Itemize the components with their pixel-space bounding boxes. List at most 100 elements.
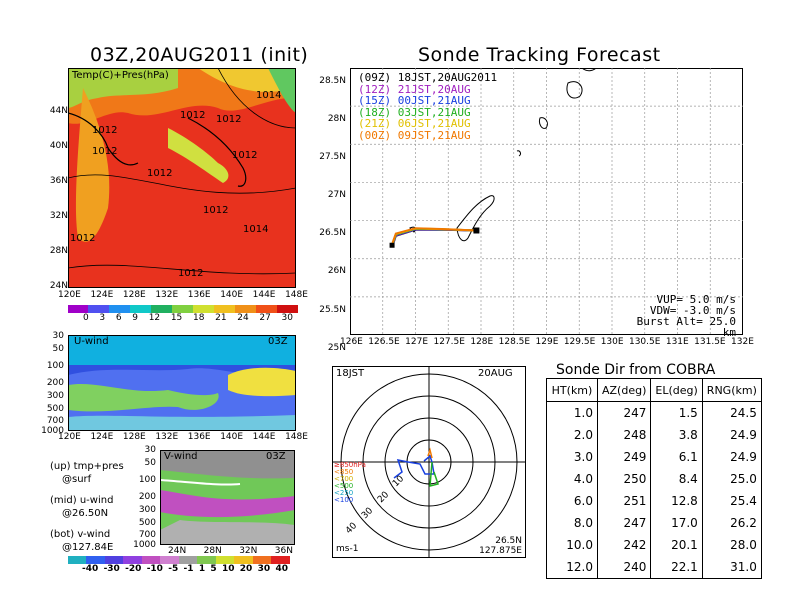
table-row: 10.0 242 20.1 28.0	[547, 534, 761, 556]
x-tick: 28N	[203, 546, 222, 556]
table-cell: 26.2	[701, 512, 761, 534]
lon-tick: 127E	[405, 337, 429, 347]
polar-lat: 26.5N	[495, 536, 522, 546]
x-tick: 140E	[220, 432, 244, 442]
lon-tick: 126E	[340, 337, 363, 347]
table-cell: 248	[596, 424, 651, 446]
cb-tick: 3	[99, 313, 106, 323]
u-wind-label: U-wind	[74, 336, 109, 347]
table-cell: 12.8	[650, 490, 703, 512]
column-header: HT(km)	[547, 379, 598, 402]
lon-tick: 130.5E	[628, 337, 661, 347]
table-row: 4.0 250 8.4 25.0	[547, 468, 761, 490]
table-row: 12.0 240 22.1 31.0	[547, 556, 761, 578]
y-tick: 1000	[133, 540, 156, 550]
track-series-line	[391, 227, 477, 244]
note-line: @127.84E	[62, 542, 114, 553]
y-tick: 200	[138, 492, 156, 502]
launch-legend-item: (15Z) 00JST,21AUG	[358, 94, 471, 107]
left-title: 03Z,20AUG2011 (init)	[90, 44, 309, 66]
isobar-label: 1012	[92, 146, 117, 157]
cb-tick: 12	[148, 313, 161, 323]
polar-time: 18JST	[336, 368, 365, 379]
sonde-table-title: Sonde Dir from COBRA	[556, 362, 716, 378]
launch-point-marker	[473, 227, 480, 234]
u-wind-panel	[68, 335, 296, 431]
y-tick: 700	[138, 530, 156, 540]
table-cell: 242	[596, 534, 651, 556]
y-tick: 100	[46, 361, 64, 371]
isobar-label: 1014	[256, 90, 281, 101]
v-wind-label: V-wind	[164, 451, 198, 462]
table-cell: 17.0	[650, 512, 703, 534]
sonde-table: HT(km) AZ(deg) EL(deg) RNG(km) 1.0 247 1.5…	[547, 379, 761, 578]
cb-tick: 40	[275, 564, 288, 574]
lat-tick: 36N	[49, 176, 68, 186]
x-tick: 124E	[90, 432, 114, 442]
isobar-label: 1012	[232, 150, 257, 161]
sonde-params: VUP= 5.0 m/s VDW= -3.0 m/s Burst Alt= 25…	[628, 294, 736, 338]
column-header: AZ(deg)	[596, 379, 651, 402]
lon-tick: 128E	[122, 290, 146, 300]
isobar-label: 1012	[70, 233, 95, 244]
table-row: 6.0 251 12.8 25.4	[547, 490, 761, 512]
y-tick: 1000	[41, 426, 64, 436]
lon-tick: 126.5E	[368, 337, 400, 347]
param-vdw: VDW= -3.0 m/s	[649, 304, 736, 317]
u-wind-y-axis: 30 50 100 200 300 500 700 1000	[38, 330, 64, 436]
track-lat-axis: 28.5N 28N 27.5N 27N 26.5N 26N 25.5N 25N	[316, 62, 346, 367]
table-cell: 31.0	[701, 556, 761, 578]
track-lon-axis: 126E 126.5E 127E 127.5E 128E 128.5E 129E…	[340, 337, 754, 347]
sonde-table-box: HT(km) AZ(deg) EL(deg) RNG(km) 1.0 247 1.5…	[546, 378, 762, 579]
isobar-label: 1012	[147, 168, 172, 179]
landing-point-marker	[389, 242, 395, 248]
isobar-label: 1012	[178, 268, 203, 279]
table-row: 2.0 248 3.8 24.9	[547, 424, 761, 446]
launch-legend-item: (12Z) 21JST,20AUG	[358, 82, 471, 96]
polar-location: 26.5N 127.875E	[466, 536, 522, 556]
track-map	[350, 68, 743, 335]
pressure-legend-item: <500	[334, 482, 354, 490]
isobar-label: 1012	[216, 114, 241, 125]
map-lat-axis: 44N 40N 36N 32N 28N 24N	[46, 94, 68, 304]
y-tick: 500	[138, 518, 156, 528]
polar-date: 20AUG	[478, 368, 513, 379]
lat-tick: 32N	[49, 211, 68, 221]
lat-tick: 26N	[327, 266, 346, 277]
x-tick: 120E	[58, 432, 81, 442]
table-cell: 1.5	[650, 401, 703, 424]
lat-tick: 28N	[327, 114, 346, 125]
cb-tick: -20	[125, 564, 142, 574]
launch-legend-item: (21Z) 06JST,21AUG	[358, 117, 471, 130]
isobar-label: 1012	[180, 110, 205, 121]
table-row: 3.0 249 6.1 24.9	[547, 446, 761, 468]
cb-tick: 18	[192, 313, 205, 323]
cb-tick: -5	[168, 564, 179, 574]
polar-plot: 10 20 30 40	[332, 366, 526, 558]
table-cell: 20.1	[650, 534, 703, 556]
lat-tick: 40N	[49, 141, 68, 151]
cb-tick: 30	[281, 313, 293, 323]
pressure-legend-item: <100	[334, 496, 354, 504]
x-tick: 32N	[239, 546, 258, 556]
table-cell: 251	[596, 490, 651, 512]
launch-legend-item: (18Z) 03JST,21AUG	[358, 105, 471, 119]
lon-tick: 129.5E	[563, 337, 596, 347]
y-tick: 50	[144, 458, 156, 468]
surface-temp-map: 1014 1012 1012 1012 1012 1012 1012 1012 …	[68, 68, 296, 288]
cb-tick: 10	[221, 564, 235, 574]
lat-tick: 28.5N	[319, 76, 346, 86]
column-header: RNG(km)	[701, 379, 761, 402]
lon-tick: 131.5E	[694, 337, 726, 347]
y-tick: 300	[138, 505, 156, 515]
lat-tick: 25.5N	[319, 304, 346, 315]
table-header-row: HT(km) AZ(deg) EL(deg) RNG(km)	[547, 379, 761, 402]
cb-tick: 0	[83, 313, 89, 323]
table-cell: 4.0	[573, 472, 593, 486]
pressure-legend-item: <700	[334, 475, 354, 483]
lon-tick: 132E	[731, 337, 754, 347]
note-line: @26.50N	[62, 508, 109, 519]
table-cell: 250	[596, 468, 651, 490]
pressure-legend-item: <850	[334, 468, 354, 476]
x-tick: 144E	[252, 432, 276, 442]
